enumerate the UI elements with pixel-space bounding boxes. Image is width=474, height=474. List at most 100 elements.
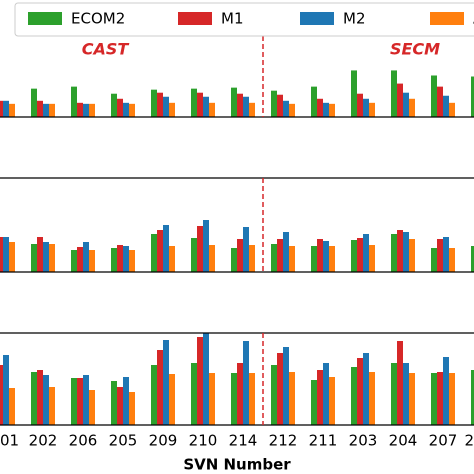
bar <box>403 363 409 425</box>
bar <box>409 239 415 272</box>
bar <box>191 238 197 272</box>
bar <box>277 239 283 272</box>
bar <box>123 102 129 117</box>
bar <box>209 245 215 272</box>
bar <box>83 375 89 425</box>
bar <box>363 98 369 117</box>
bar <box>9 103 15 117</box>
bar <box>117 245 123 272</box>
bar <box>449 248 455 272</box>
bar <box>329 103 335 117</box>
bar <box>89 103 95 117</box>
bar <box>283 232 289 272</box>
bar <box>0 100 3 117</box>
bar <box>77 378 83 425</box>
bar <box>157 92 163 117</box>
bar <box>243 227 249 272</box>
bar <box>169 246 175 272</box>
bar <box>471 246 474 272</box>
bar <box>37 370 43 425</box>
x-tick-label: 205 <box>109 432 138 450</box>
x-tick-label: 209 <box>149 432 178 450</box>
x-tick-label: 212 <box>269 432 298 450</box>
bar <box>437 372 443 425</box>
bar <box>191 363 197 425</box>
x-tick-label: 210 <box>189 432 218 450</box>
bar <box>443 357 449 425</box>
bar <box>129 103 135 117</box>
legend-label: ECOM2 <box>71 10 125 28</box>
bar <box>151 234 157 272</box>
x-tick-label: 2 <box>464 432 474 450</box>
bar <box>323 102 329 117</box>
bar <box>71 250 77 272</box>
bar <box>237 93 243 117</box>
bar <box>163 225 169 272</box>
bar <box>209 373 215 425</box>
bar <box>403 232 409 272</box>
bar <box>3 100 9 117</box>
bar <box>49 103 55 117</box>
bar <box>289 372 295 425</box>
bar <box>9 388 15 425</box>
bar <box>197 92 203 117</box>
bar <box>323 363 329 425</box>
bar <box>369 102 375 117</box>
bar <box>283 347 289 425</box>
bar <box>203 333 209 425</box>
bar <box>271 90 277 117</box>
bar <box>203 96 209 117</box>
bar <box>311 246 317 272</box>
bar <box>369 372 375 425</box>
bar <box>317 98 323 117</box>
bar <box>449 102 455 117</box>
bar <box>151 89 157 117</box>
bar <box>43 103 49 117</box>
bar <box>49 244 55 272</box>
bar <box>397 83 403 117</box>
bar <box>357 358 363 425</box>
bar <box>77 247 83 272</box>
bar <box>431 75 437 117</box>
bar <box>71 86 77 117</box>
bar <box>289 103 295 117</box>
x-tick-label: 01 <box>0 432 19 450</box>
bar <box>397 230 403 272</box>
legend-swatch <box>430 12 464 25</box>
bar <box>157 350 163 425</box>
bar <box>111 93 117 117</box>
bar <box>249 373 255 425</box>
bar <box>271 365 277 425</box>
bar <box>391 234 397 272</box>
bar <box>129 250 135 272</box>
bar <box>277 353 283 425</box>
bar <box>3 237 9 272</box>
bar <box>363 234 369 272</box>
bar <box>31 244 37 272</box>
bar <box>243 96 249 117</box>
bar <box>163 340 169 425</box>
bar <box>249 102 255 117</box>
bar <box>351 367 357 425</box>
bar <box>357 238 363 272</box>
legend-label: M2 <box>343 10 366 28</box>
x-axis-title: SVN Number <box>183 456 291 474</box>
bar <box>431 248 437 272</box>
bar <box>89 390 95 425</box>
bar <box>351 70 357 117</box>
bar <box>0 365 3 425</box>
bar <box>449 373 455 425</box>
bar <box>191 88 197 117</box>
bar <box>363 353 369 425</box>
x-tick-label: 211 <box>309 432 338 450</box>
legend-label: M1 <box>221 10 244 28</box>
bar <box>471 76 474 117</box>
bar <box>317 370 323 425</box>
bar <box>37 237 43 272</box>
bar <box>443 237 449 272</box>
bar <box>403 92 409 117</box>
bar <box>391 70 397 117</box>
bar <box>77 102 83 117</box>
bar <box>397 341 403 425</box>
